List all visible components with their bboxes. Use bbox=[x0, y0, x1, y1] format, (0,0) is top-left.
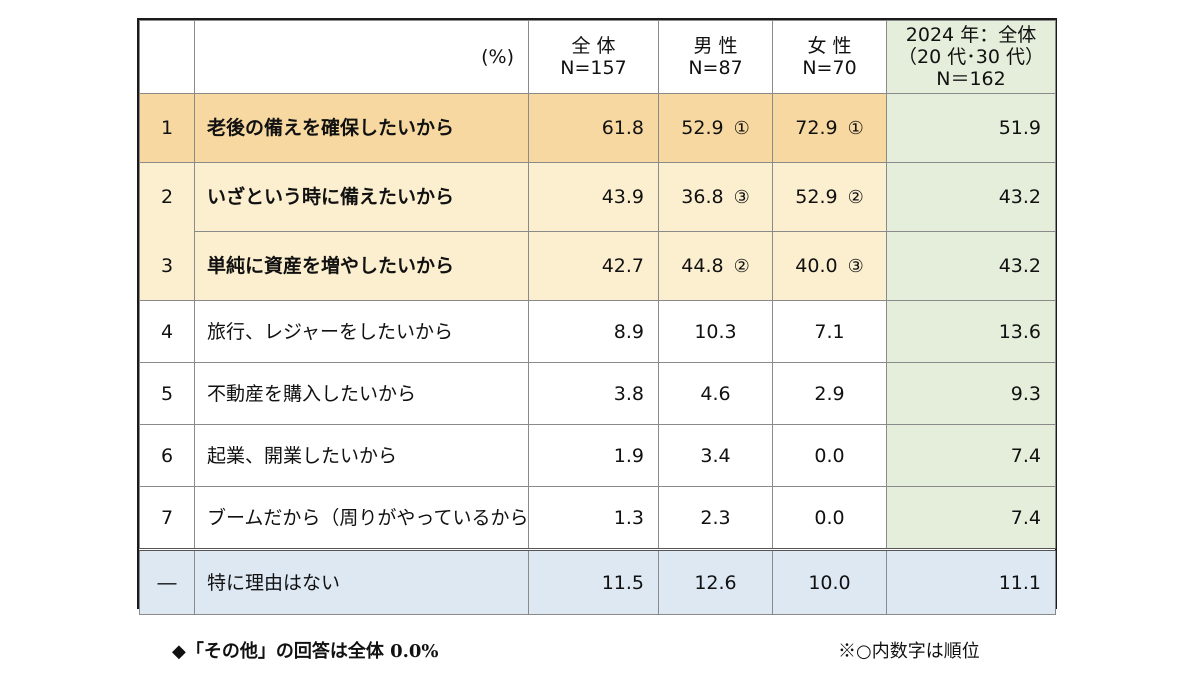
table-row: 2 いざという時に備えたいから 43.9 36.8 ③ 52.9 ② 43.2 bbox=[139, 162, 1056, 232]
table-row: 5 不動産を購入したいから 3.8 4.6 2.9 9.3 bbox=[139, 362, 1056, 425]
table-row: 1 老後の備えを確保したいから 61.8 52.9 ① 72.9 ① 51.9 bbox=[139, 93, 1056, 163]
row-male: 4.6 bbox=[658, 362, 773, 425]
header-total-name: 全 体 bbox=[571, 35, 616, 57]
row-label: 旅行、レジャーをしたいから bbox=[194, 300, 529, 363]
row-female: 40.0 ③ bbox=[772, 231, 887, 301]
header-female: 女 性 N=70 bbox=[772, 20, 887, 94]
row-rank: 4 bbox=[139, 300, 195, 363]
table-row: 7 ブームだから（周りがやっているから） 1.3 2.3 0.0 7.4 bbox=[139, 486, 1056, 550]
row-label: 不動産を購入したいから bbox=[194, 362, 529, 425]
row-male: 36.8 ③ bbox=[658, 162, 773, 232]
row-total: 61.8 bbox=[528, 93, 659, 163]
table-row: 3 単純に資産を増やしたいから 42.7 44.8 ② 40.0 ③ 43.2 bbox=[139, 231, 1056, 301]
row-male-value: 2.3 bbox=[700, 506, 731, 529]
row-label: 単純に資産を増やしたいから bbox=[194, 231, 529, 301]
header-female-name: 女 性 bbox=[807, 35, 852, 57]
footnote-rank-note: ※○内数字は順位 bbox=[838, 641, 980, 662]
row-rank: 2 bbox=[139, 162, 195, 232]
row-male-value: 44.8 bbox=[681, 254, 724, 277]
row-label: いざという時に備えたいから bbox=[194, 162, 529, 232]
row-label: 起業、開業したいから bbox=[194, 424, 529, 487]
row-rank: 1 bbox=[139, 93, 195, 163]
row-y2024: 7.4 bbox=[886, 424, 1056, 487]
row-total: 8.9 bbox=[528, 300, 659, 363]
row-female: 10.0 bbox=[772, 548, 887, 615]
row-male: 52.9 ① bbox=[658, 93, 773, 163]
header-male: 男 性 N=87 bbox=[658, 20, 773, 94]
row-male-value: 52.9 bbox=[681, 116, 724, 139]
row-male-rank-mark: ③ bbox=[733, 186, 750, 208]
table-row-no-reason: ― 特に理由はない 11.5 12.6 10.0 11.1 bbox=[139, 548, 1056, 615]
row-female: 0.0 bbox=[772, 486, 887, 550]
row-female: 0.0 bbox=[772, 424, 887, 487]
header-rank-cell bbox=[139, 20, 195, 94]
row-female: 72.9 ① bbox=[772, 93, 887, 163]
row-male: 2.3 bbox=[658, 486, 773, 550]
row-female-value: 2.9 bbox=[814, 382, 845, 405]
header-female-n: N=70 bbox=[802, 57, 857, 79]
header-y2024: 2024 年：全体 （20 代･30 代） N＝162 bbox=[886, 20, 1056, 94]
results-table: (%) 全 体 N=157 男 性 N=87 女 性 N=70 2024 年：全… bbox=[137, 18, 1057, 615]
header-total-n: N=157 bbox=[560, 57, 627, 79]
row-y2024: 11.1 bbox=[886, 548, 1056, 615]
row-rank: 3 bbox=[139, 231, 195, 301]
row-male: 3.4 bbox=[658, 424, 773, 487]
row-female-value: 7.1 bbox=[814, 320, 845, 343]
row-total: 1.3 bbox=[528, 486, 659, 550]
header-total: 全 体 N=157 bbox=[528, 20, 659, 94]
row-y2024: 13.6 bbox=[886, 300, 1056, 363]
row-male-value: 10.3 bbox=[694, 320, 737, 343]
header-unit: (%) bbox=[194, 20, 529, 94]
header-y2024-line2: （20 代･30 代） bbox=[898, 46, 1044, 68]
row-label: 特に理由はない bbox=[194, 548, 529, 615]
row-rank: 6 bbox=[139, 424, 195, 487]
row-male-rank-mark: ① bbox=[733, 117, 750, 139]
row-female: 52.9 ② bbox=[772, 162, 887, 232]
row-total: 3.8 bbox=[528, 362, 659, 425]
row-female-value: 40.0 bbox=[795, 254, 838, 277]
row-rank: ― bbox=[139, 548, 195, 615]
row-label: ブームだから（周りがやっているから） bbox=[194, 486, 529, 550]
row-female-rank-mark: ① bbox=[847, 117, 864, 139]
row-total: 1.9 bbox=[528, 424, 659, 487]
row-female: 2.9 bbox=[772, 362, 887, 425]
row-female-value: 52.9 bbox=[795, 185, 838, 208]
header-row: (%) 全 体 N=157 男 性 N=87 女 性 N=70 2024 年：全… bbox=[139, 20, 1056, 94]
header-y2024-line3: N＝162 bbox=[936, 68, 1006, 90]
data-rows: 1 老後の備えを確保したいから 61.8 52.9 ① 72.9 ① 51.9 2 いざという時に… bbox=[139, 93, 1056, 615]
row-y2024: 43.2 bbox=[886, 162, 1056, 232]
row-y2024: 9.3 bbox=[886, 362, 1056, 425]
row-female-value: 0.0 bbox=[814, 506, 845, 529]
header-y2024-line1: 2024 年：全体 bbox=[905, 24, 1037, 46]
row-label: 老後の備えを確保したいから bbox=[194, 93, 529, 163]
row-male-value: 36.8 bbox=[681, 185, 724, 208]
row-male: 10.3 bbox=[658, 300, 773, 363]
row-rank: 7 bbox=[139, 486, 195, 550]
row-female-value: 72.9 bbox=[795, 116, 838, 139]
row-y2024: 7.4 bbox=[886, 486, 1056, 550]
row-male-rank-mark: ② bbox=[733, 255, 750, 277]
header-male-n: N=87 bbox=[688, 57, 743, 79]
row-total: 43.9 bbox=[528, 162, 659, 232]
row-male-value: 4.6 bbox=[700, 382, 731, 405]
row-y2024: 51.9 bbox=[886, 93, 1056, 163]
row-female: 7.1 bbox=[772, 300, 887, 363]
row-male: 12.6 bbox=[658, 548, 773, 615]
row-female-value: 0.0 bbox=[814, 444, 845, 467]
table-row: 4 旅行、レジャーをしたいから 8.9 10.3 7.1 13.6 bbox=[139, 300, 1056, 363]
header-male-name: 男 性 bbox=[693, 35, 738, 57]
footnote-other: ◆「その他」の回答は全体 0.0% bbox=[172, 641, 439, 662]
row-female-rank-mark: ③ bbox=[847, 255, 864, 277]
row-male-value: 3.4 bbox=[700, 444, 731, 467]
row-female-rank-mark: ② bbox=[847, 186, 864, 208]
row-y2024: 43.2 bbox=[886, 231, 1056, 301]
row-total: 11.5 bbox=[528, 548, 659, 615]
table-row: 6 起業、開業したいから 1.9 3.4 0.0 7.4 bbox=[139, 424, 1056, 487]
row-total: 42.7 bbox=[528, 231, 659, 301]
row-rank: 5 bbox=[139, 362, 195, 425]
row-male: 44.8 ② bbox=[658, 231, 773, 301]
